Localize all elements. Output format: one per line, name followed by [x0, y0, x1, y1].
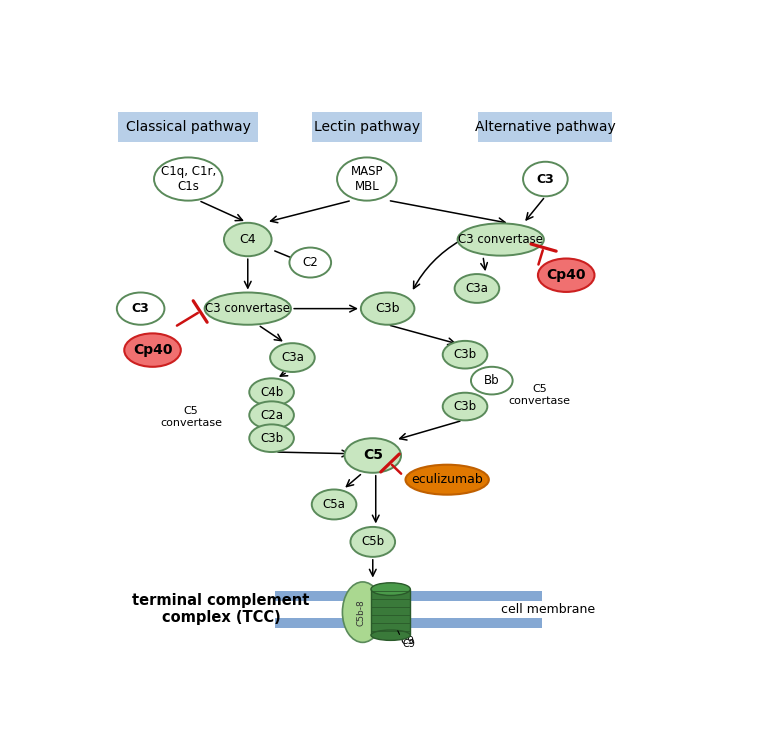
Ellipse shape [455, 274, 499, 303]
Text: Alternative pathway: Alternative pathway [475, 120, 616, 134]
Ellipse shape [538, 259, 594, 292]
Ellipse shape [442, 393, 488, 420]
Text: C3a: C3a [465, 282, 488, 295]
Text: C5
convertase: C5 convertase [508, 384, 571, 406]
Text: C3b: C3b [376, 302, 400, 315]
Ellipse shape [350, 527, 395, 557]
Ellipse shape [250, 402, 294, 429]
Text: C5: C5 [362, 449, 382, 462]
Text: Bb: Bb [484, 374, 500, 387]
Ellipse shape [361, 292, 415, 325]
Text: C4: C4 [240, 233, 256, 246]
Text: terminal complement
complex (TCC): terminal complement complex (TCC) [132, 593, 310, 625]
Text: C2a: C2a [260, 408, 283, 422]
FancyBboxPatch shape [312, 112, 422, 142]
Text: C4b: C4b [260, 386, 283, 399]
Text: C5
convertase: C5 convertase [161, 406, 222, 428]
FancyBboxPatch shape [371, 589, 410, 635]
Ellipse shape [250, 424, 294, 452]
Ellipse shape [154, 157, 223, 200]
Ellipse shape [117, 292, 164, 325]
FancyBboxPatch shape [275, 618, 542, 628]
Text: C9: C9 [402, 639, 415, 649]
Ellipse shape [270, 343, 315, 372]
Ellipse shape [523, 162, 568, 196]
Ellipse shape [343, 582, 383, 643]
Text: C9: C9 [401, 636, 415, 646]
Ellipse shape [458, 224, 544, 256]
Text: Lectin pathway: Lectin pathway [314, 120, 420, 134]
Text: C5b-8: C5b-8 [356, 599, 366, 625]
Text: C2: C2 [303, 256, 318, 269]
Ellipse shape [250, 378, 294, 406]
Ellipse shape [471, 367, 513, 394]
Text: C3: C3 [132, 302, 150, 315]
Text: C3a: C3a [281, 351, 304, 364]
Ellipse shape [290, 248, 331, 278]
Ellipse shape [371, 630, 410, 640]
FancyBboxPatch shape [478, 112, 612, 142]
Text: C5a: C5a [323, 498, 346, 511]
Text: C3b: C3b [453, 400, 477, 413]
Ellipse shape [224, 223, 272, 257]
Text: C3b: C3b [453, 349, 477, 361]
Text: C5b: C5b [361, 536, 384, 548]
Text: eculizumab: eculizumab [412, 473, 483, 486]
Ellipse shape [442, 341, 488, 369]
Text: C3 convertase: C3 convertase [458, 233, 543, 246]
Text: C1q, C1r,
C1s: C1q, C1r, C1s [161, 165, 216, 193]
Ellipse shape [204, 292, 291, 325]
FancyBboxPatch shape [275, 591, 542, 601]
Ellipse shape [345, 438, 401, 473]
Text: MASP
MBL: MASP MBL [350, 165, 383, 193]
FancyBboxPatch shape [118, 112, 258, 142]
Text: Classical pathway: Classical pathway [126, 120, 250, 134]
Text: Cp40: Cp40 [133, 343, 172, 357]
Text: Cp40: Cp40 [547, 269, 586, 282]
Ellipse shape [406, 465, 488, 494]
Text: C3: C3 [537, 173, 554, 186]
Ellipse shape [312, 489, 356, 519]
Text: C3 convertase: C3 convertase [205, 302, 290, 315]
Text: cell membrane: cell membrane [501, 603, 595, 616]
Text: C3b: C3b [260, 432, 283, 445]
Ellipse shape [124, 334, 180, 367]
Ellipse shape [337, 157, 396, 200]
Ellipse shape [371, 583, 410, 595]
